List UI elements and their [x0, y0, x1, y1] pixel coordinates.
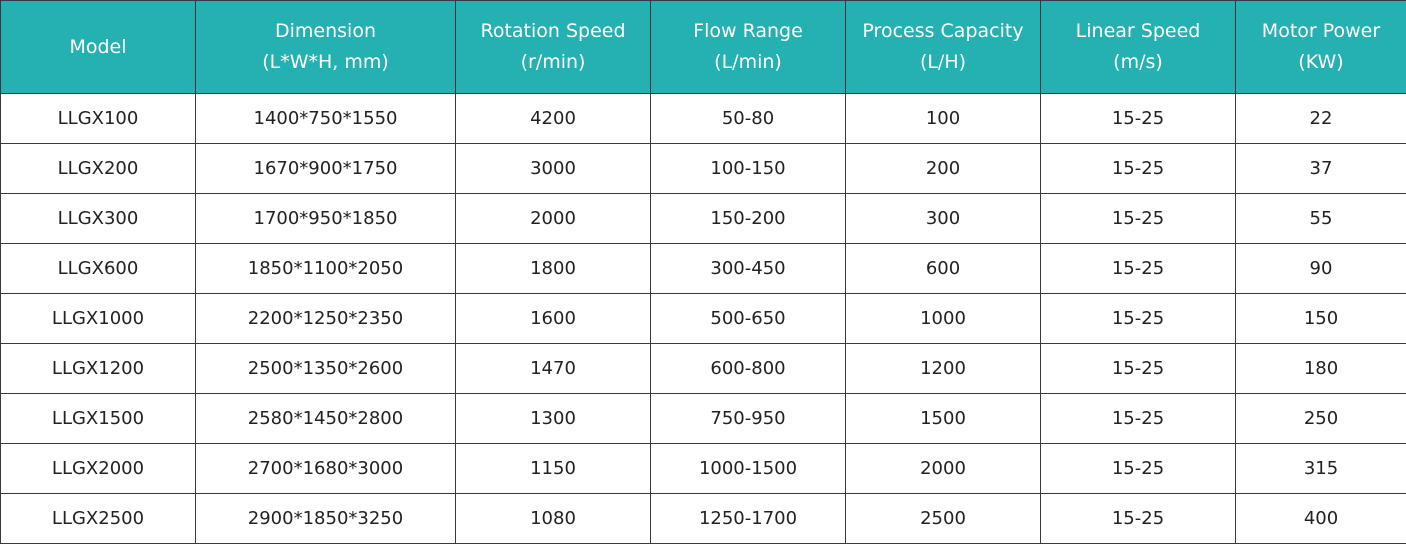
cell-motor-power: 180 — [1235, 343, 1406, 394]
cell-flow-range: 500-650 — [650, 293, 846, 344]
cell-dimension: 2580*1450*2800 — [195, 393, 456, 444]
cell-motor-power: 250 — [1235, 393, 1406, 444]
cell-motor-power: 400 — [1235, 493, 1406, 544]
cell-model: LLGX2000 — [0, 443, 196, 494]
table-row: LLGX300 1700*950*1850 2000 150-200 300 1… — [0, 193, 1406, 244]
cell-model: LLGX300 — [0, 193, 196, 244]
table-row: LLGX600 1850*1100*2050 1800 300-450 600 … — [0, 243, 1406, 294]
cell-motor-power: 22 — [1235, 93, 1406, 144]
cell-flow-range: 300-450 — [650, 243, 846, 294]
cell-linear-speed: 15-25 — [1040, 393, 1236, 444]
cell-rotation-speed: 1300 — [455, 393, 651, 444]
header-flow-range-unit: (L/min) — [714, 51, 782, 73]
cell-rotation-speed: 1470 — [455, 343, 651, 394]
header-process-capacity: Process Capacity (L/H) — [845, 0, 1041, 94]
header-row: Model Dimension (L*W*H, mm) Rotation Spe… — [0, 0, 1406, 94]
cell-process-capacity: 2500 — [845, 493, 1041, 544]
header-process-capacity-unit: (L/H) — [919, 51, 967, 73]
table-row: LLGX1200 2500*1350*2600 1470 600-800 120… — [0, 343, 1406, 394]
header-process-capacity-label: Process Capacity — [862, 20, 1024, 42]
header-model-label: Model — [69, 35, 127, 58]
cell-process-capacity: 200 — [845, 143, 1041, 194]
cell-linear-speed: 15-25 — [1040, 293, 1236, 344]
cell-flow-range: 50-80 — [650, 93, 846, 144]
cell-model: LLGX100 — [0, 93, 196, 144]
cell-process-capacity: 1000 — [845, 293, 1041, 344]
cell-linear-speed: 15-25 — [1040, 243, 1236, 294]
header-linear-speed: Linear Speed (m/s) — [1040, 0, 1236, 94]
header-motor-power-label: Motor Power — [1261, 20, 1381, 42]
cell-motor-power: 55 — [1235, 193, 1406, 244]
header-flow-range-label: Flow Range — [693, 20, 803, 42]
header-flow-range: Flow Range (L/min) — [650, 0, 846, 94]
table-row: LLGX2500 2900*1850*3250 1080 1250-1700 2… — [0, 493, 1406, 544]
cell-motor-power: 315 — [1235, 443, 1406, 494]
table-row: LLGX2000 2700*1680*3000 1150 1000-1500 2… — [0, 443, 1406, 494]
cell-process-capacity: 300 — [845, 193, 1041, 244]
header-motor-power-unit: (KW) — [1298, 51, 1344, 73]
cell-process-capacity: 100 — [845, 93, 1041, 144]
cell-rotation-speed: 1080 — [455, 493, 651, 544]
cell-dimension: 2700*1680*3000 — [195, 443, 456, 494]
header-dimension-unit: (L*W*H, mm) — [262, 51, 389, 73]
table-row: LLGX1500 2580*1450*2800 1300 750-950 150… — [0, 393, 1406, 444]
cell-rotation-speed: 1600 — [455, 293, 651, 344]
cell-linear-speed: 15-25 — [1040, 193, 1236, 244]
cell-rotation-speed: 2000 — [455, 193, 651, 244]
cell-linear-speed: 15-25 — [1040, 343, 1236, 394]
cell-model: LLGX200 — [0, 143, 196, 194]
cell-rotation-speed: 1800 — [455, 243, 651, 294]
cell-process-capacity: 600 — [845, 243, 1041, 294]
cell-dimension: 1700*950*1850 — [195, 193, 456, 244]
cell-model: LLGX2500 — [0, 493, 196, 544]
table-row: LLGX200 1670*900*1750 3000 100-150 200 1… — [0, 143, 1406, 194]
cell-model: LLGX1500 — [0, 393, 196, 444]
cell-linear-speed: 15-25 — [1040, 443, 1236, 494]
header-dimension-label: Dimension — [275, 20, 376, 42]
cell-flow-range: 600-800 — [650, 343, 846, 394]
cell-dimension: 2200*1250*2350 — [195, 293, 456, 344]
cell-dimension: 1400*750*1550 — [195, 93, 456, 144]
cell-dimension: 1850*1100*2050 — [195, 243, 456, 294]
cell-dimension: 1670*900*1750 — [195, 143, 456, 194]
cell-model: LLGX1200 — [0, 343, 196, 394]
cell-process-capacity: 1200 — [845, 343, 1041, 394]
cell-flow-range: 1250-1700 — [650, 493, 846, 544]
cell-process-capacity: 2000 — [845, 443, 1041, 494]
header-rotation-speed: Rotation Speed (r/min) — [455, 0, 651, 94]
cell-rotation-speed: 1150 — [455, 443, 651, 494]
header-linear-speed-unit: (m/s) — [1113, 51, 1163, 73]
table-row: LLGX100 1400*750*1550 4200 50-80 100 15-… — [0, 93, 1406, 144]
cell-model: LLGX1000 — [0, 293, 196, 344]
cell-dimension: 2500*1350*2600 — [195, 343, 456, 394]
header-rotation-speed-label: Rotation Speed — [480, 20, 626, 42]
header-motor-power: Motor Power (KW) — [1235, 0, 1406, 94]
cell-flow-range: 100-150 — [650, 143, 846, 194]
cell-motor-power: 150 — [1235, 293, 1406, 344]
header-linear-speed-label: Linear Speed — [1075, 20, 1201, 42]
cell-rotation-speed: 3000 — [455, 143, 651, 194]
header-dimension: Dimension (L*W*H, mm) — [195, 0, 456, 94]
cell-linear-speed: 15-25 — [1040, 493, 1236, 544]
cell-rotation-speed: 4200 — [455, 93, 651, 144]
cell-linear-speed: 15-25 — [1040, 93, 1236, 144]
header-rotation-speed-unit: (r/min) — [520, 51, 586, 73]
cell-motor-power: 37 — [1235, 143, 1406, 194]
cell-dimension: 2900*1850*3250 — [195, 493, 456, 544]
table-row: LLGX1000 2200*1250*2350 1600 500-650 100… — [0, 293, 1406, 344]
cell-process-capacity: 1500 — [845, 393, 1041, 444]
header-model: Model — [0, 0, 196, 94]
cell-model: LLGX600 — [0, 243, 196, 294]
cell-flow-range: 1000-1500 — [650, 443, 846, 494]
cell-flow-range: 750-950 — [650, 393, 846, 444]
cell-linear-speed: 15-25 — [1040, 143, 1236, 194]
cell-flow-range: 150-200 — [650, 193, 846, 244]
cell-motor-power: 90 — [1235, 243, 1406, 294]
